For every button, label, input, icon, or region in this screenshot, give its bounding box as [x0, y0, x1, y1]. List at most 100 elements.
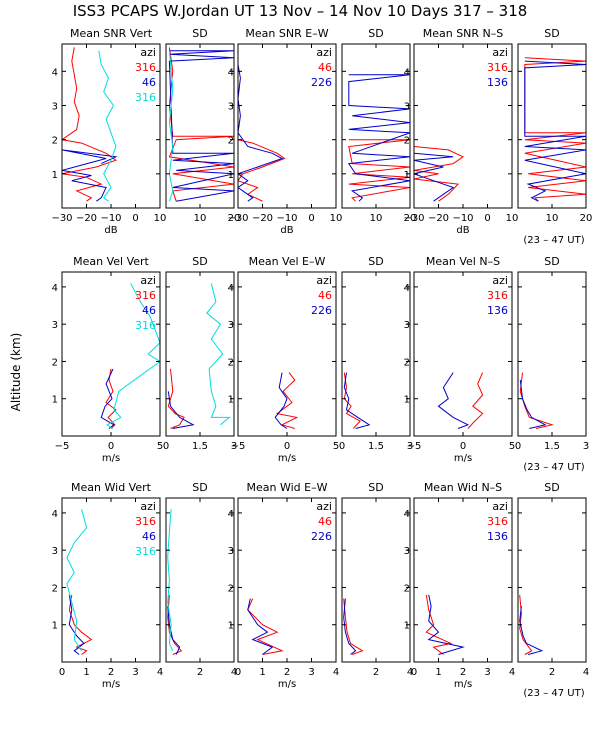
panel-1-5: SD 0 1.5 3 — [515, 255, 589, 452]
y-tick-label: 1 — [228, 621, 234, 632]
series-group — [274, 372, 299, 429]
x-tick-label: 10 — [194, 213, 207, 224]
panel-title: SD — [544, 27, 559, 40]
panel-title: SD — [544, 481, 559, 494]
legend-entry: 316 — [135, 61, 156, 74]
series-line-226-1 — [238, 64, 284, 202]
series-line-46-1 — [68, 594, 85, 655]
y-tick-label: 2 — [52, 136, 58, 147]
y-tick-label: 2 — [52, 357, 58, 368]
legend-entry: 316 — [487, 289, 508, 302]
y-tick-label: 3 — [404, 320, 410, 331]
series-line-316-2 — [106, 282, 160, 429]
x-tick-label: 4 — [583, 667, 589, 678]
x-tick-label: 10 — [154, 213, 167, 224]
legend-entry: azi — [316, 46, 332, 59]
series-group — [414, 146, 464, 202]
x-tick-label: −20 — [76, 213, 97, 224]
y-tick-label: 4 — [228, 67, 234, 78]
series-line-316-2 — [98, 50, 117, 202]
panel-title: SD — [192, 481, 207, 494]
series-line-226-1 — [247, 598, 274, 655]
x-tick-label: 2 — [373, 667, 379, 678]
y-tick-label: 3 — [52, 102, 58, 113]
x-tick-label: −10 — [100, 213, 121, 224]
x-tick-label: 3 — [132, 667, 138, 678]
x-tick-label: 0 — [59, 667, 65, 678]
x-tick-label: 10 — [330, 213, 343, 224]
panel-title: Mean SNR Vert — [70, 27, 153, 40]
y-tick-label: 4 — [228, 283, 234, 294]
panel-1-2: Mean Vel E–W −5 0 5 1 2 3 4 m/s azi 46 226 — [228, 255, 340, 464]
y-tick-label: 2 — [404, 136, 410, 147]
series-group — [524, 57, 586, 202]
series-line-316-0 — [168, 47, 234, 202]
series-group — [62, 47, 118, 202]
panel-title: SD — [368, 481, 383, 494]
series-line-316-0 — [105, 368, 117, 429]
panel-2-4: Mean Wid N–S 0 1 2 3 4 1 2 3 4 m/s azi 316 136 — [404, 481, 516, 690]
x-tick-label: −5 — [55, 441, 70, 452]
series-group — [519, 372, 554, 429]
series-line-136-1 — [519, 380, 547, 429]
x-tick-label: −30 — [403, 213, 424, 224]
series-group — [437, 372, 484, 429]
legend-entry: 226 — [311, 304, 332, 317]
ut-note-row3: (23 – 47 UT) — [523, 688, 584, 699]
panel-frame — [517, 497, 587, 663]
legend-entry: 136 — [487, 530, 508, 543]
x-tick-label: 3 — [583, 441, 589, 452]
y-tick-label: 4 — [404, 67, 410, 78]
panel-2-5: SD 2 4 — [517, 481, 589, 678]
x-tick-label: 10 — [546, 213, 559, 224]
y-tick-label: 2 — [228, 136, 234, 147]
y-tick-label: 4 — [52, 509, 58, 520]
y-tick-label: 1 — [404, 621, 410, 632]
x-tick-label: 4 — [333, 667, 339, 678]
series-line-316-2 — [66, 509, 88, 652]
panel-frame — [517, 43, 587, 209]
panel-title: Mean Vel N–S — [426, 255, 500, 268]
panel-1-0: Mean Vel Vert −5 0 5 1 2 3 4 m/s azi 316 46 316 — [52, 255, 164, 464]
legend-entry: azi — [140, 46, 156, 59]
y-tick-label: 2 — [52, 583, 58, 594]
series-line-316-0 — [167, 368, 185, 429]
legend-entry: 46 — [318, 61, 332, 74]
x-axis-label: dB — [456, 225, 469, 236]
x-axis-label: m/s — [102, 453, 120, 464]
x-tick-label: 2 — [460, 667, 466, 678]
x-tick-label: 4 — [157, 667, 163, 678]
y-tick-label: 2 — [228, 357, 234, 368]
x-tick-label: 0 — [132, 213, 138, 224]
y-tick-label: 4 — [52, 283, 58, 294]
series-group — [66, 509, 93, 655]
y-tick-label: 1 — [228, 395, 234, 406]
panel-0-0: Mean SNR Vert −30 −20 −10 0 10 1 2 3 4 dB azi 316 46 3… — [51, 27, 166, 236]
x-tick-label: 0 — [411, 667, 417, 678]
legend-entry: 46 — [318, 515, 332, 528]
panel-title: Mean SNR N–S — [423, 27, 504, 40]
panel-title: SD — [544, 255, 559, 268]
series-group — [347, 74, 410, 202]
panel-title: Mean Wid E–W — [247, 481, 328, 494]
panel-2-1: SD 2 4 — [165, 481, 237, 678]
series-line-226-1 — [343, 598, 357, 655]
panel-title: SD — [368, 27, 383, 40]
series-line-46-0 — [348, 139, 410, 202]
x-tick-label: 3 — [484, 667, 490, 678]
x-tick-label: −10 — [452, 213, 473, 224]
x-tick-label: 1.5 — [368, 441, 384, 452]
y-tick-label: 3 — [52, 546, 58, 557]
series-line-316-0 — [425, 594, 453, 655]
series-group — [168, 47, 234, 202]
panel-title: Mean Wid Vert — [71, 481, 152, 494]
x-tick-label: 2 — [197, 667, 203, 678]
panel-frame — [165, 497, 235, 663]
series-line-136-1 — [427, 594, 465, 655]
series-line-46-1 — [167, 606, 181, 655]
series-group — [425, 594, 465, 655]
y-tick-label: 3 — [52, 320, 58, 331]
ut-note-row2: (23 – 47 UT) — [523, 462, 584, 473]
x-tick-label: 0 — [339, 441, 345, 452]
x-tick-label: −30 — [51, 213, 72, 224]
